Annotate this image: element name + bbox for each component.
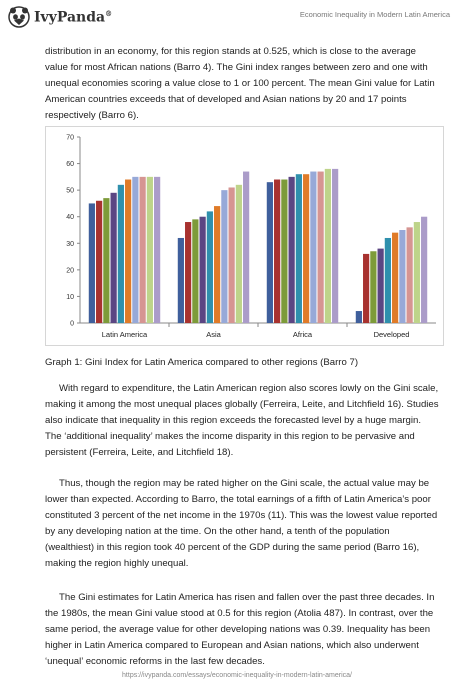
bar xyxy=(96,200,103,323)
bar xyxy=(392,232,399,323)
bar xyxy=(199,216,206,323)
y-tick-label: 20 xyxy=(66,267,74,274)
bar xyxy=(103,198,110,323)
ivypanda-logo[interactable]: IvyPanda® xyxy=(8,6,112,28)
bar xyxy=(406,227,413,323)
bar xyxy=(317,171,324,323)
bar xyxy=(370,251,377,323)
category-label: Africa xyxy=(293,330,313,339)
y-tick-label: 10 xyxy=(66,294,74,301)
category-label: Latin America xyxy=(102,330,148,339)
bar xyxy=(288,176,295,323)
bar xyxy=(154,176,161,323)
bar xyxy=(295,174,302,323)
bar xyxy=(132,176,139,323)
bar xyxy=(274,179,281,323)
bar xyxy=(206,211,213,323)
bar xyxy=(117,184,124,323)
bar xyxy=(146,176,153,323)
y-tick-label: 70 xyxy=(66,135,74,142)
chart-svg: 0 10 20 30 40 50 60 70 Latin America Asia Africa De… xyxy=(66,135,436,339)
bar xyxy=(235,184,242,323)
paragraph-1: distribution in an economy, for this reg… xyxy=(45,46,435,121)
paragraph-3: Thus, though the region may be rated hig… xyxy=(45,478,438,569)
panda-logo-icon xyxy=(8,6,30,28)
bar xyxy=(266,182,273,323)
bar xyxy=(384,237,391,323)
bar xyxy=(139,176,146,323)
bar xyxy=(421,216,428,323)
bar xyxy=(281,179,288,323)
bar xyxy=(228,187,235,323)
paragraph-2: With regard to expenditure, the Latin Am… xyxy=(45,383,439,458)
bar xyxy=(363,253,370,323)
document-title: Economic Inequality in Modern Latin Amer… xyxy=(299,10,450,19)
gini-bar-chart: 0 10 20 30 40 50 60 70 Latin America Asia Africa De… xyxy=(45,126,444,346)
paragraph-4: The Gini estimates for Latin America has… xyxy=(45,592,435,667)
y-tick-label: 50 xyxy=(66,188,74,195)
bar xyxy=(125,179,132,323)
y-tick-label: 60 xyxy=(66,161,74,168)
bar xyxy=(324,168,331,323)
bar xyxy=(303,174,310,323)
bar xyxy=(110,192,117,323)
bar xyxy=(185,222,192,323)
category-label: Developed xyxy=(374,330,410,339)
bar xyxy=(243,171,250,323)
logo-text: IvyPanda® xyxy=(34,8,113,26)
bar xyxy=(355,311,362,323)
bar xyxy=(177,237,184,323)
bar xyxy=(399,230,406,323)
chart-caption: Graph 1: Gini Index for Latin America co… xyxy=(45,357,359,368)
category-label: Asia xyxy=(206,330,221,339)
bar xyxy=(221,190,228,323)
bar xyxy=(214,206,221,323)
y-tick-label: 40 xyxy=(66,214,74,221)
bar xyxy=(88,203,95,323)
bar xyxy=(332,168,339,323)
bar xyxy=(413,222,420,323)
bar xyxy=(310,171,317,323)
y-tick-label: 30 xyxy=(66,241,74,248)
bar xyxy=(377,248,384,323)
y-tick-label: 0 xyxy=(70,321,74,328)
page-header: IvyPanda® Economic Inequality in Modern … xyxy=(0,0,474,38)
bar xyxy=(192,219,199,323)
page-footer-url[interactable]: https://ivypanda.com/essays/economic-ine… xyxy=(122,672,352,679)
